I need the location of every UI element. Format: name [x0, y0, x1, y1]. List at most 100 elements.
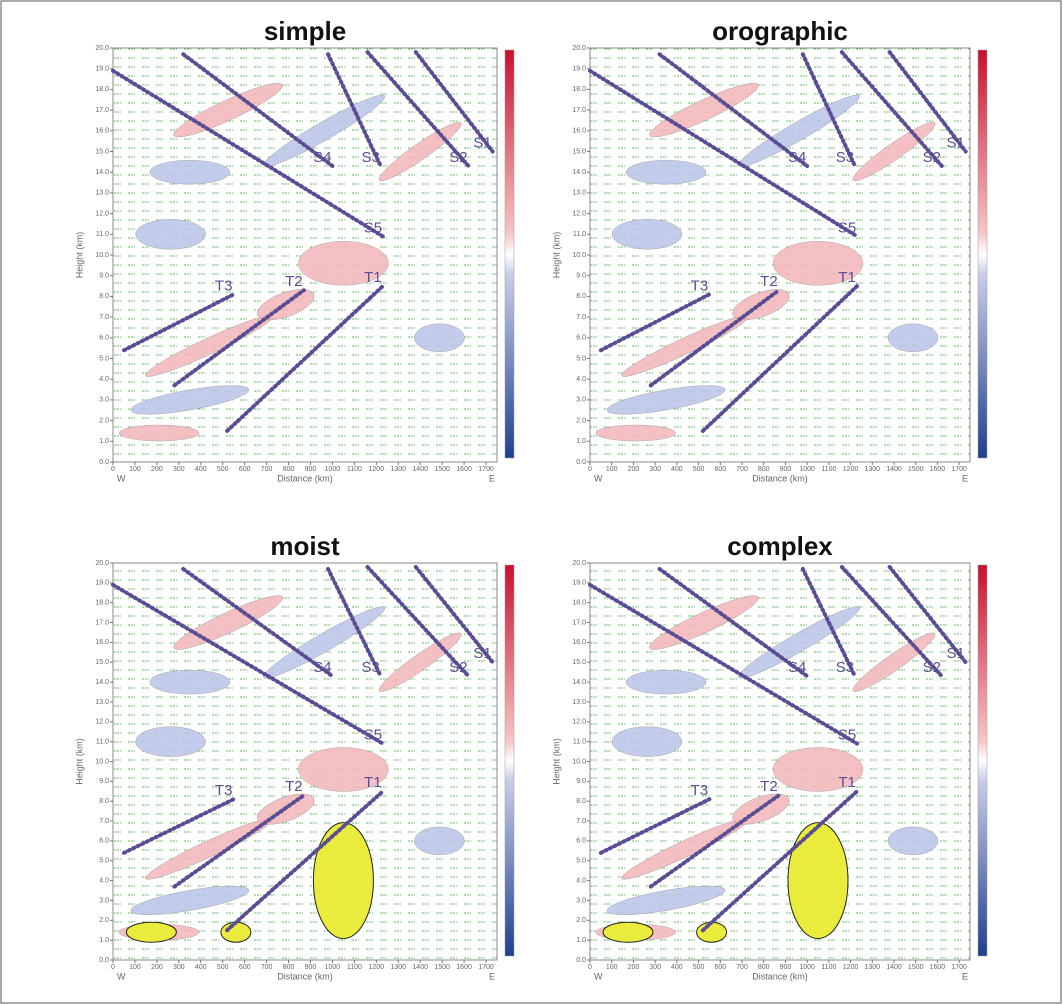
colorbar	[977, 564, 988, 957]
x-tick-label: 1700	[951, 964, 967, 971]
y-tick-label: 6.0	[99, 838, 109, 845]
x-tick-label: 1300	[390, 466, 406, 473]
panel-title: complex	[727, 531, 833, 561]
x-tick-label: 800	[758, 466, 770, 473]
trajectory-line	[657, 52, 810, 168]
y-tick-label: 1.0	[576, 937, 586, 944]
series-label: S3	[836, 659, 854, 676]
y-tick-label: 11.0	[573, 738, 586, 745]
contour-blob	[149, 159, 231, 185]
trajectory-line	[700, 789, 860, 933]
x-tick-label: 1600	[456, 964, 472, 971]
trajectory-line	[887, 50, 968, 154]
series-label: S2	[923, 149, 941, 166]
series-label: T2	[285, 778, 303, 795]
x-tick-label: 1200	[843, 964, 859, 971]
series-label: T1	[838, 269, 856, 286]
x-tick-label: 800	[758, 964, 770, 971]
contour-blob	[606, 385, 726, 415]
y-tick-label: 10.0	[572, 758, 586, 765]
x-tick-label: 1500	[908, 964, 924, 971]
contour-blob	[298, 241, 389, 286]
x-tick-label: 400	[195, 466, 207, 473]
x-tick-label: 1500	[434, 964, 450, 971]
x-tick-label: 100	[606, 964, 618, 971]
series-label: S5	[838, 727, 856, 744]
y-tick-label: 12.0	[95, 210, 109, 217]
y-tick-label: 17.0	[572, 107, 586, 114]
cloud-contour	[312, 822, 374, 940]
x-left-label: W	[594, 473, 603, 483]
y-tick-label: 19.0	[572, 66, 586, 73]
colorbar	[977, 49, 988, 459]
x-tick-label: 200	[151, 964, 163, 971]
contour-blob	[887, 323, 939, 352]
y-tick-label: 19.0	[572, 580, 586, 587]
x-tick-label: 900	[305, 964, 317, 971]
trajectory-line	[326, 566, 383, 679]
x-tick-label: 100	[129, 964, 141, 971]
y-tick-label: 0.0	[576, 957, 586, 964]
x-tick-label: 800	[283, 466, 295, 473]
x-tick-label: 700	[736, 466, 748, 473]
y-tick-label: 15.0	[95, 148, 109, 155]
y-tick-label: 0.0	[99, 957, 109, 964]
x-tick-label: 0	[111, 964, 115, 971]
y-tick-label: 18.0	[95, 600, 109, 607]
y-tick-label: 7.0	[576, 818, 586, 825]
x-tick-label: 0	[588, 466, 592, 473]
series-label: S4	[313, 659, 331, 676]
series-label: S4	[788, 149, 806, 166]
x-tick-label: 1300	[864, 964, 880, 971]
trajectory-line	[121, 797, 236, 855]
x-tick-label: 1100	[821, 466, 836, 473]
y-tick-label: 5.0	[99, 355, 109, 362]
series-label: T2	[760, 778, 778, 795]
y-tick-label: 8.0	[576, 798, 586, 805]
trajectory-line	[839, 564, 944, 679]
series-label: S5	[838, 219, 856, 236]
y-tick-label: 8.0	[99, 798, 109, 805]
series-label: S1	[946, 134, 964, 151]
x-tick-label: 700	[261, 466, 273, 473]
x-right-label: E	[489, 473, 495, 483]
x-tick-label: 1200	[369, 964, 385, 971]
trajectory-line	[365, 564, 471, 679]
contour-blob	[606, 885, 726, 915]
x-tick-label: 1400	[412, 466, 428, 473]
y-tick-label: 5.0	[576, 355, 586, 362]
x-tick-label: 900	[780, 466, 792, 473]
y-tick-label: 6.0	[576, 335, 586, 342]
x-tick-label: 400	[195, 964, 207, 971]
trajectory-line	[172, 288, 306, 388]
series-label: S1	[946, 645, 964, 662]
x-tick-label: 1600	[456, 466, 472, 473]
x-tick-label: 300	[649, 964, 661, 971]
series-label: S3	[362, 149, 380, 166]
x-tick-label: 700	[736, 964, 748, 971]
cloud-contour	[696, 921, 728, 943]
contour-blob	[130, 385, 250, 415]
y-tick-label: 7.0	[99, 314, 109, 321]
y-tick-label: 4.0	[576, 877, 586, 884]
y-tick-label: 13.0	[95, 699, 109, 706]
panel-title: orographic	[712, 16, 848, 46]
y-tick-label: 15.0	[572, 659, 586, 666]
y-tick-label: 1.0	[99, 937, 109, 944]
y-tick-label: 16.0	[95, 128, 109, 135]
trajectory-line	[181, 566, 335, 679]
y-tick-label: 16.0	[572, 128, 586, 135]
trajectory-line	[365, 50, 471, 168]
y-tick-label: 13.0	[572, 699, 586, 706]
y-tick-label: 17.0	[572, 619, 586, 626]
y-tick-label: 5.0	[576, 858, 586, 865]
x-tick-label: 200	[628, 466, 640, 473]
y-tick-label: 10.0	[95, 758, 109, 765]
y-tick-label: 2.0	[576, 417, 586, 424]
y-tick-label: 6.0	[99, 335, 109, 342]
contour-blob	[130, 885, 250, 915]
y-tick-label: 20.0	[572, 560, 586, 567]
x-tick-label: 0	[588, 964, 592, 971]
y-tick-label: 7.0	[99, 818, 109, 825]
trajectory-line	[648, 793, 781, 889]
